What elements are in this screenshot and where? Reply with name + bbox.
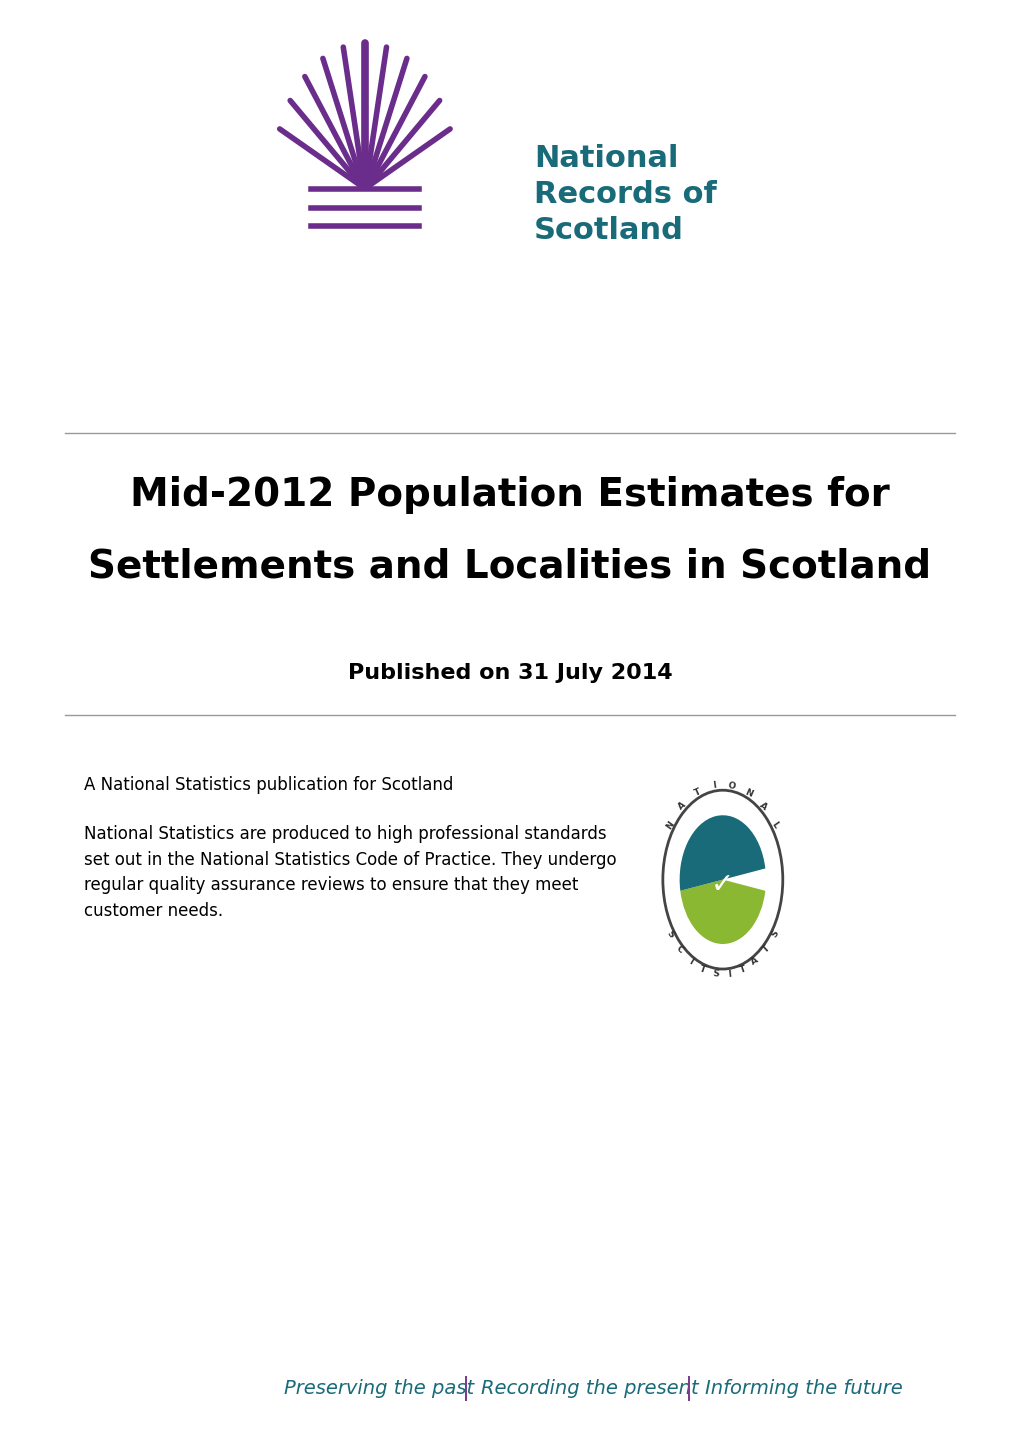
Wedge shape — [679, 815, 764, 891]
Text: N: N — [742, 787, 753, 799]
Text: N: N — [664, 819, 676, 831]
Text: T: T — [698, 965, 706, 975]
Text: Settlements and Localities in Scotland: Settlements and Localities in Scotland — [89, 548, 930, 585]
Text: National
Records of
Scotland: National Records of Scotland — [534, 144, 716, 245]
Text: A: A — [757, 800, 768, 812]
Wedge shape — [680, 880, 764, 945]
Text: S: S — [768, 929, 780, 939]
Text: L: L — [768, 820, 780, 831]
Text: A: A — [749, 956, 760, 968]
Text: I: I — [686, 956, 694, 966]
Text: I: I — [711, 782, 715, 790]
Text: I: I — [727, 969, 731, 979]
Text: Preserving the past: Preserving the past — [283, 1379, 473, 1399]
Text: Informing the future: Informing the future — [704, 1379, 902, 1399]
Text: Recording the present: Recording the present — [481, 1379, 698, 1399]
Text: National Statistics are produced to high professional standards
set out in the N: National Statistics are produced to high… — [85, 825, 616, 920]
Text: Mid-2012 Population Estimates for: Mid-2012 Population Estimates for — [130, 476, 889, 513]
Text: T: T — [738, 965, 747, 975]
Text: |: | — [685, 1376, 693, 1402]
Text: T: T — [692, 787, 701, 797]
Text: A National Statistics publication for Scotland: A National Statistics publication for Sc… — [85, 776, 453, 793]
Text: O: O — [727, 780, 736, 790]
Text: C: C — [674, 943, 685, 955]
Text: S: S — [664, 929, 676, 939]
Text: T: T — [760, 943, 770, 955]
Text: Published on 31 July 2014: Published on 31 July 2014 — [347, 663, 672, 684]
Text: |: | — [462, 1376, 470, 1402]
Text: ✓: ✓ — [710, 871, 734, 900]
Text: S: S — [711, 969, 719, 979]
Text: A: A — [677, 800, 688, 812]
